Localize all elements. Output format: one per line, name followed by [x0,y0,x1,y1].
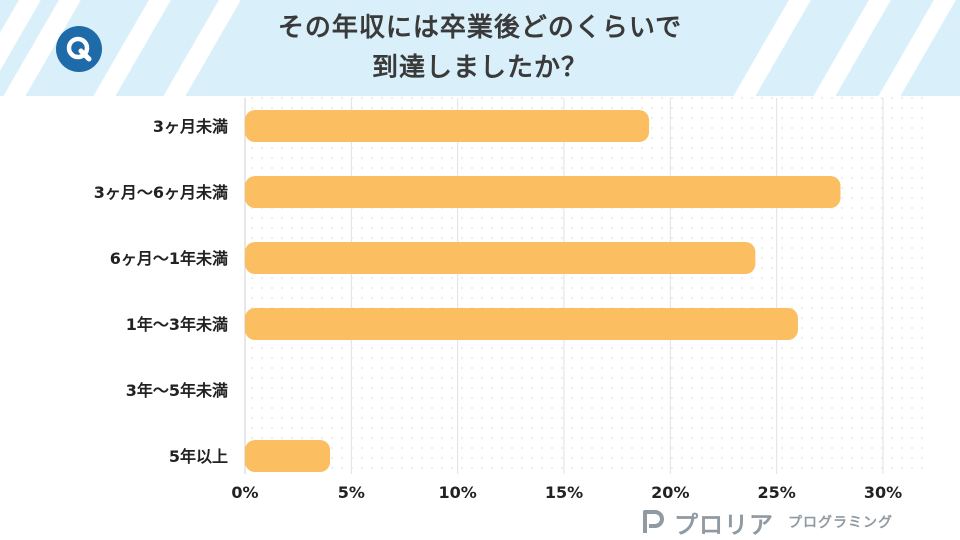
x-tick-label: 5% [338,483,365,502]
category-labels: 3ヶ月未満 3ヶ月～6ヶ月未満 6ヶ月～1年未満 1年～3年未満 3年～5年未満 5年以上 [94,117,228,466]
category-label: 3ヶ月～6ヶ月未満 [94,183,228,202]
bar [245,242,756,274]
category-label: 3年～5年未満 [126,381,228,400]
x-tick-label: 30% [864,483,902,502]
header-banner: その年収には卒業後どのくらいで 到達しましたか？ [0,0,960,96]
x-tick-label: 25% [758,483,796,502]
brand-p-icon [643,510,664,533]
bar [245,308,798,340]
x-tick-label: 0% [231,483,258,502]
title-line-1: その年収には卒業後どのくらいで [277,13,683,43]
q-letter-icon [66,36,92,62]
x-tick-label: 10% [439,483,477,502]
x-tick-label: 15% [545,483,583,502]
category-label: 5年以上 [169,447,228,466]
category-label: 3ヶ月未満 [153,117,228,136]
bar [245,176,841,208]
x-tick-label: 20% [651,483,689,502]
bar-chart: 3ヶ月未満 3ヶ月～6ヶ月未満 6ヶ月～1年未満 1年～3年未満 3年～5年未満 5年以上… [94,96,925,502]
bar [245,110,650,142]
brand-subtitle: プログラミング [788,515,893,531]
brand-logo: プロリア プログラミング [640,507,893,539]
category-label: 6ヶ月～1年未満 [110,249,228,268]
brand-name: プロリア [674,510,774,539]
question-badge-icon [56,26,102,72]
grid-lines [244,98,884,474]
title-line-2: 到達しましたか？ [371,53,588,83]
bar [245,440,331,472]
plot-background [245,96,925,476]
category-label: 1年～3年未満 [126,315,228,334]
bars [245,110,841,472]
x-tick-labels: 0% 5% 10% 15% 20% 25% 30% [231,483,902,502]
chart-title: その年収には卒業後どのくらいで 到達しましたか？ [240,0,720,96]
